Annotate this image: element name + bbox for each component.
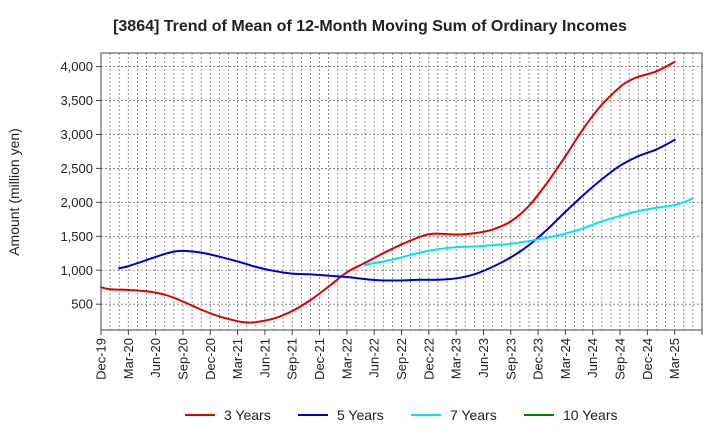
x-tick-label: Dec-21: [312, 338, 327, 380]
x-tick-label: Jun-24: [585, 338, 600, 378]
x-tick-label: Sep-22: [394, 338, 409, 380]
x-tick-label: Sep-20: [175, 338, 190, 380]
legend-label-10-years: 10 Years: [563, 407, 618, 423]
legend-label-7-years: 7 Years: [450, 407, 497, 423]
x-tick-label: Dec-23: [531, 338, 546, 380]
x-tick-label: Sep-23: [503, 338, 518, 380]
y-tick-label: 2,500: [60, 161, 93, 176]
y-axis-label: Amount (million yen): [6, 128, 22, 256]
x-axis-ticks: Dec-19 Mar-20 Jun-20 Sep-20 Dec-20 Mar-21 Jun-…: [94, 330, 703, 380]
x-tick-label: Dec-19: [94, 338, 109, 380]
x-tick-label: Jun-23: [476, 338, 491, 378]
legend-label-3-years: 3 Years: [224, 407, 271, 423]
series-line-3-years: [100, 60, 676, 324]
series-lines: [100, 60, 694, 324]
chart-title: [3864] Trend of Mean of 12-Month Moving …: [113, 18, 627, 35]
x-tick-label: Mar-21: [230, 338, 245, 379]
y-tick-label: 4,000: [60, 59, 93, 74]
y-tick-label: 1,500: [60, 229, 93, 244]
x-tick-label: Jun-22: [367, 338, 382, 378]
x-tick-label: Sep-24: [613, 338, 628, 380]
y-tick-label: 1,000: [60, 263, 93, 278]
x-tick-label: Mar-22: [339, 338, 354, 379]
x-tick-label: Dec-20: [203, 338, 218, 380]
y-tick-label: 3,000: [60, 127, 93, 142]
series-line-7-years: [364, 197, 694, 266]
x-tick-label: Jun-21: [257, 338, 272, 378]
legend-label-5-years: 5 Years: [337, 407, 384, 423]
y-axis-ticks: 500 1,000 1,500 2,000 2,500 3,000 3,500 4,000: [60, 59, 101, 312]
y-tick-label: 3,500: [60, 93, 93, 108]
grid-lines: [101, 53, 702, 330]
x-tick-label: Dec-24: [640, 338, 655, 380]
y-tick-label: 2,000: [60, 195, 93, 210]
x-tick-label: Mar-20: [121, 338, 136, 379]
legend: 3 Years 5 Years 7 Years 10 Years: [185, 407, 618, 423]
x-tick-label: Mar-23: [449, 338, 464, 379]
y-tick-label: 500: [71, 297, 93, 312]
x-tick-label: Mar-24: [558, 338, 573, 379]
x-tick-label: Mar-25: [667, 338, 682, 379]
series-line-5-years: [118, 138, 676, 282]
x-tick-label: Dec-22: [421, 338, 436, 380]
x-tick-label: Sep-21: [285, 338, 300, 380]
x-tick-label: Jun-20: [148, 338, 163, 378]
